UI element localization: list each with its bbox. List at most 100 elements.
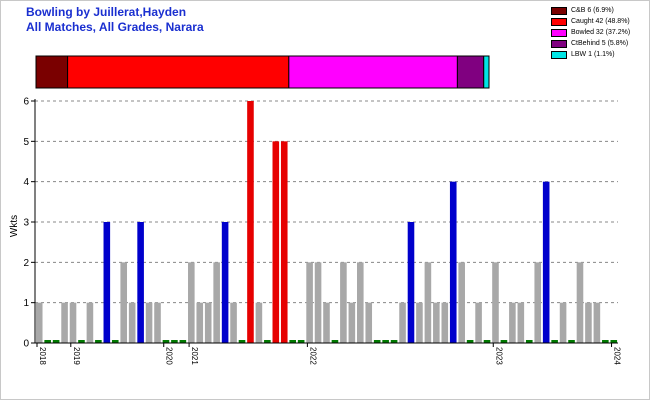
year-label: 2023 xyxy=(494,347,503,365)
wicket-bar xyxy=(213,262,220,343)
wicket-bar xyxy=(120,262,128,343)
y-tick-label: 2 xyxy=(23,258,29,269)
zero-wicket-marker xyxy=(162,340,170,343)
year-label: 2022 xyxy=(308,347,317,365)
wicket-bar xyxy=(35,302,43,343)
wicket-bar xyxy=(542,181,550,343)
zero-wicket-marker xyxy=(500,340,508,343)
wicket-bar xyxy=(196,302,204,343)
legend-swatch xyxy=(551,17,567,26)
wicket-bar xyxy=(458,262,465,343)
zero-wicket-marker xyxy=(44,340,51,343)
wicket-bars xyxy=(35,101,618,343)
zero-wicket-marker xyxy=(483,340,491,343)
wicket-bar xyxy=(348,302,356,343)
wicket-bar xyxy=(86,302,94,343)
zero-wicket-marker xyxy=(238,340,246,343)
legend-item-lbw: LBW 1 (1.1%) xyxy=(551,49,630,60)
zero-wicket-marker xyxy=(568,340,575,343)
wicket-bar xyxy=(492,262,499,343)
legend-item-caught: Caught 42 (48.8%) xyxy=(551,16,630,27)
legend-label: CtBehind 5 (5.8%) xyxy=(571,40,629,47)
wicket-bar xyxy=(323,302,330,343)
wicket-bar xyxy=(69,302,77,343)
wicket-bar xyxy=(433,302,440,343)
wicket-bar xyxy=(424,262,432,343)
wicket-bar xyxy=(247,101,254,343)
wicket-bar xyxy=(145,302,153,343)
y-tick-label: 6 xyxy=(23,97,29,108)
wicket-bar xyxy=(340,262,347,343)
dismissal-segment-lbw xyxy=(483,55,490,89)
chart-subtitle: All Matches, All Grades, Narara xyxy=(26,20,204,34)
legend: C&B 6 (6.9%) Caught 42 (48.8%) Bowled 32… xyxy=(551,5,630,60)
dismissal-stacked-bar xyxy=(35,55,490,89)
wicket-bar xyxy=(357,262,364,343)
zero-wicket-marker xyxy=(373,340,381,343)
wicket-bar xyxy=(416,302,423,343)
wicket-bar xyxy=(365,302,373,343)
wicket-bar xyxy=(441,302,449,343)
zero-wicket-marker xyxy=(264,340,271,343)
y-tick-label: 0 xyxy=(23,339,29,350)
wicket-bar xyxy=(103,222,111,343)
zero-wicket-marker xyxy=(111,340,119,343)
wicket-bar xyxy=(204,302,212,343)
zero-wicket-marker xyxy=(297,340,305,343)
wicket-bar xyxy=(154,302,161,343)
legend-swatch xyxy=(551,50,567,59)
wicket-bar xyxy=(593,302,601,343)
zero-wicket-marker xyxy=(525,340,533,343)
wicket-bar xyxy=(61,302,68,343)
zero-wicket-marker xyxy=(179,340,187,343)
wicket-bar xyxy=(449,181,457,343)
dismissal-segment-caught xyxy=(67,55,290,89)
wicket-bar xyxy=(475,302,482,343)
legend-label: LBW 1 (1.1%) xyxy=(571,51,615,58)
wicket-bar xyxy=(534,262,542,343)
year-label: 2018 xyxy=(38,347,47,365)
zero-wicket-marker xyxy=(610,340,618,343)
year-label: 2024 xyxy=(613,347,622,365)
wicket-bar xyxy=(306,262,313,343)
legend-item-cb: C&B 6 (6.9%) xyxy=(551,5,630,16)
legend-swatch xyxy=(551,39,567,48)
wicket-bar xyxy=(509,302,516,343)
zero-wicket-marker xyxy=(466,340,474,343)
dismissal-segment-bowled xyxy=(288,55,458,89)
zero-wicket-marker xyxy=(78,340,85,343)
legend-swatch xyxy=(551,6,567,15)
wicket-bar xyxy=(517,302,525,343)
wicket-bar xyxy=(407,222,415,343)
zero-wicket-marker xyxy=(331,340,339,343)
year-label: 2019 xyxy=(72,347,81,365)
wicket-bar xyxy=(128,302,136,343)
y-tick-label: 4 xyxy=(23,177,29,188)
year-label: 2020 xyxy=(165,347,174,365)
legend-item-bowled: Bowled 32 (37.2%) xyxy=(551,27,630,38)
y-tick-label: 1 xyxy=(23,298,29,309)
dismissal-segment-cb xyxy=(35,55,69,89)
wicket-bar xyxy=(272,141,280,343)
wicket-bar xyxy=(559,302,567,343)
chart-title: Bowling by Juillerat,Hayden xyxy=(26,5,187,19)
zero-wicket-marker xyxy=(382,340,389,343)
legend-swatch xyxy=(551,28,567,37)
year-label: 2021 xyxy=(190,347,199,365)
zero-wicket-marker xyxy=(95,340,102,343)
wicket-bar xyxy=(255,302,263,343)
zero-wicket-marker xyxy=(171,340,178,343)
legend-label: C&B 6 (6.9%) xyxy=(571,7,614,14)
zero-wicket-marker xyxy=(602,340,609,343)
zero-wicket-marker xyxy=(52,340,60,343)
wicket-bar xyxy=(585,302,592,343)
wicket-bar xyxy=(314,262,322,343)
zero-wicket-marker xyxy=(551,340,558,343)
y-tick-label: 5 xyxy=(23,137,29,148)
legend-item-ctbehind: CtBehind 5 (5.8%) xyxy=(551,38,630,49)
wicket-bar xyxy=(230,302,237,343)
y-tick-label: 3 xyxy=(23,218,29,229)
wicket-bar xyxy=(221,222,229,343)
zero-wicket-marker xyxy=(289,340,296,343)
